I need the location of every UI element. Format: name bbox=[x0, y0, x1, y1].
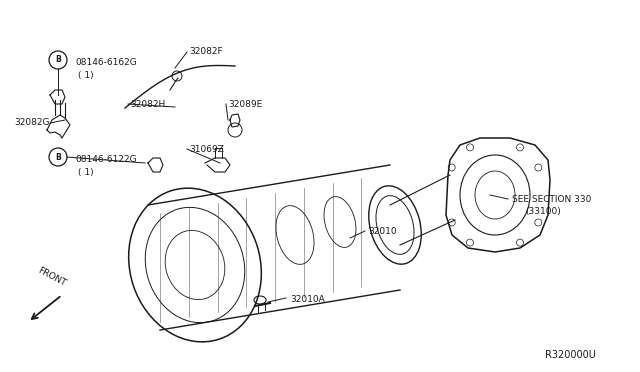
Text: ( 1): ( 1) bbox=[78, 71, 93, 80]
Text: 32082H: 32082H bbox=[130, 100, 165, 109]
Text: SEE SECTION 330: SEE SECTION 330 bbox=[512, 195, 591, 204]
Text: B: B bbox=[55, 55, 61, 64]
Text: 32089E: 32089E bbox=[228, 100, 262, 109]
Text: 32010A: 32010A bbox=[290, 295, 324, 304]
Text: FRONT: FRONT bbox=[36, 266, 68, 288]
Text: 08146-6162G: 08146-6162G bbox=[75, 58, 137, 67]
Text: R320000U: R320000U bbox=[545, 350, 596, 360]
Text: 32082G: 32082G bbox=[14, 118, 49, 127]
Text: 08146-6122G: 08146-6122G bbox=[75, 155, 136, 164]
Text: 31069Z: 31069Z bbox=[189, 145, 224, 154]
Text: 32010: 32010 bbox=[368, 227, 397, 236]
Text: B: B bbox=[55, 153, 61, 161]
Text: 32082F: 32082F bbox=[189, 47, 223, 56]
Text: (33100): (33100) bbox=[525, 207, 561, 216]
Text: ( 1): ( 1) bbox=[78, 168, 93, 177]
